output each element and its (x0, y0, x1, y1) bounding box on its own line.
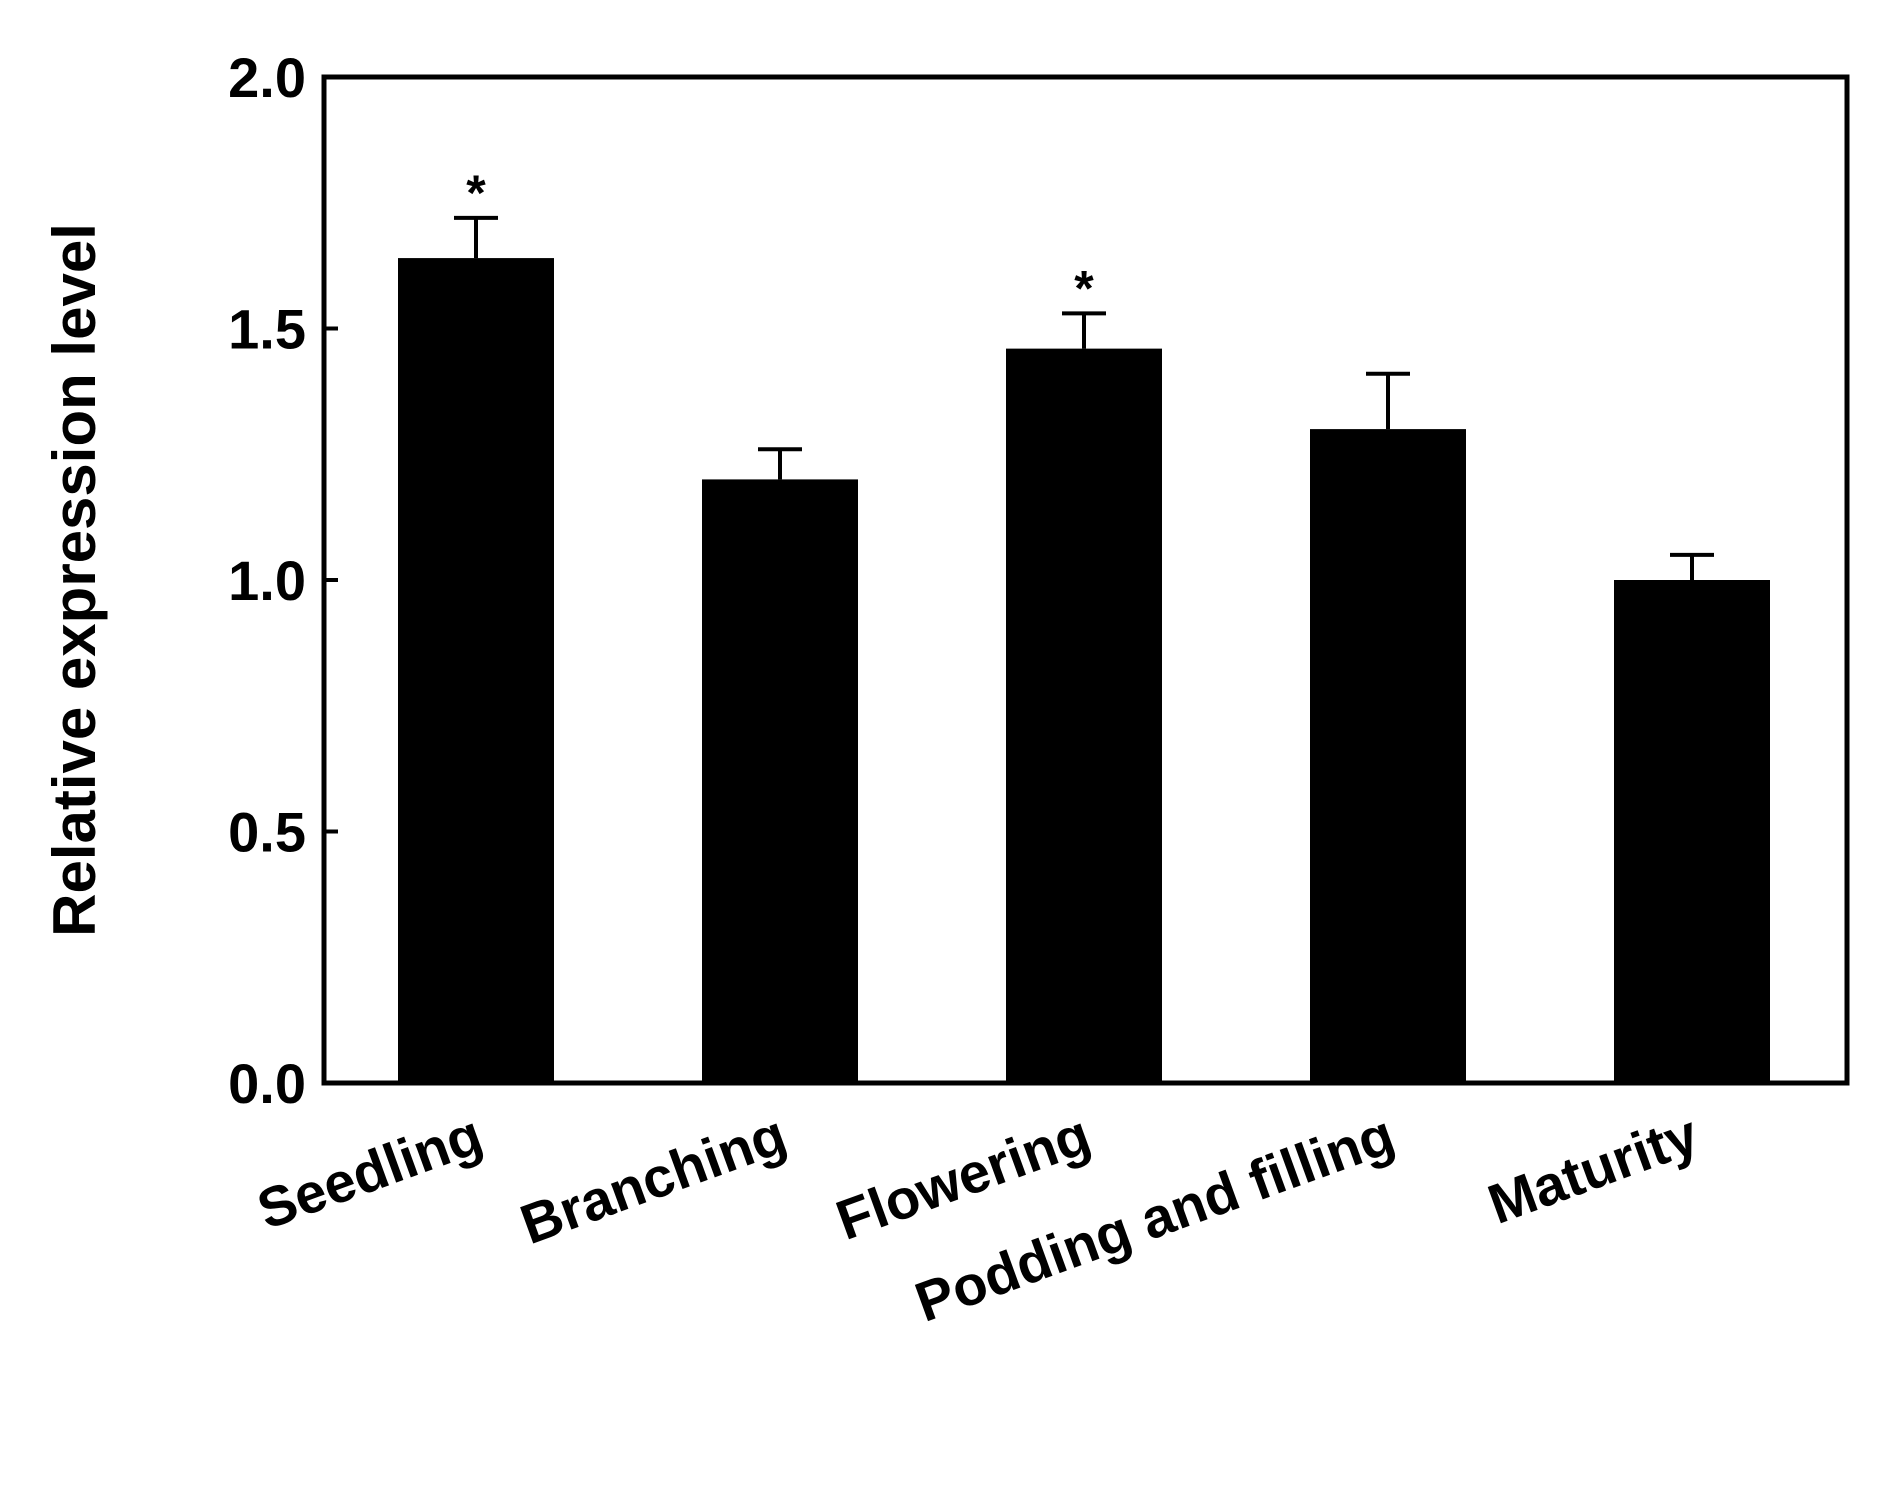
significance-marks: ** (466, 165, 1094, 317)
plot-frame (321, 74, 1850, 1086)
y-tick-label: 0.5 (228, 801, 306, 864)
y-tick-label: 1.5 (228, 298, 306, 361)
y-tick-label: 1.0 (228, 549, 306, 612)
y-axis-title: Relative expression level (41, 223, 108, 937)
y-tick-label: 0.0 (228, 1052, 306, 1115)
category-label: Seedling (249, 1102, 490, 1241)
bar-podding-and-filling (1310, 429, 1466, 1084)
error-bars (454, 215, 1714, 580)
category-label: Maturity (1480, 1102, 1706, 1236)
y-axis-ticks: 0.0 0.5 1.0 1.5 2.0 (228, 46, 338, 1115)
significance-star: * (1074, 260, 1094, 316)
bar-branching (702, 479, 858, 1083)
y-tick-label: 2.0 (228, 46, 306, 109)
category-label: Branching (512, 1102, 794, 1256)
bars (398, 258, 1770, 1084)
bar-seedling (398, 258, 554, 1084)
bar-maturity (1614, 580, 1770, 1083)
significance-star: * (466, 165, 486, 221)
bar-flowering (1006, 348, 1162, 1083)
